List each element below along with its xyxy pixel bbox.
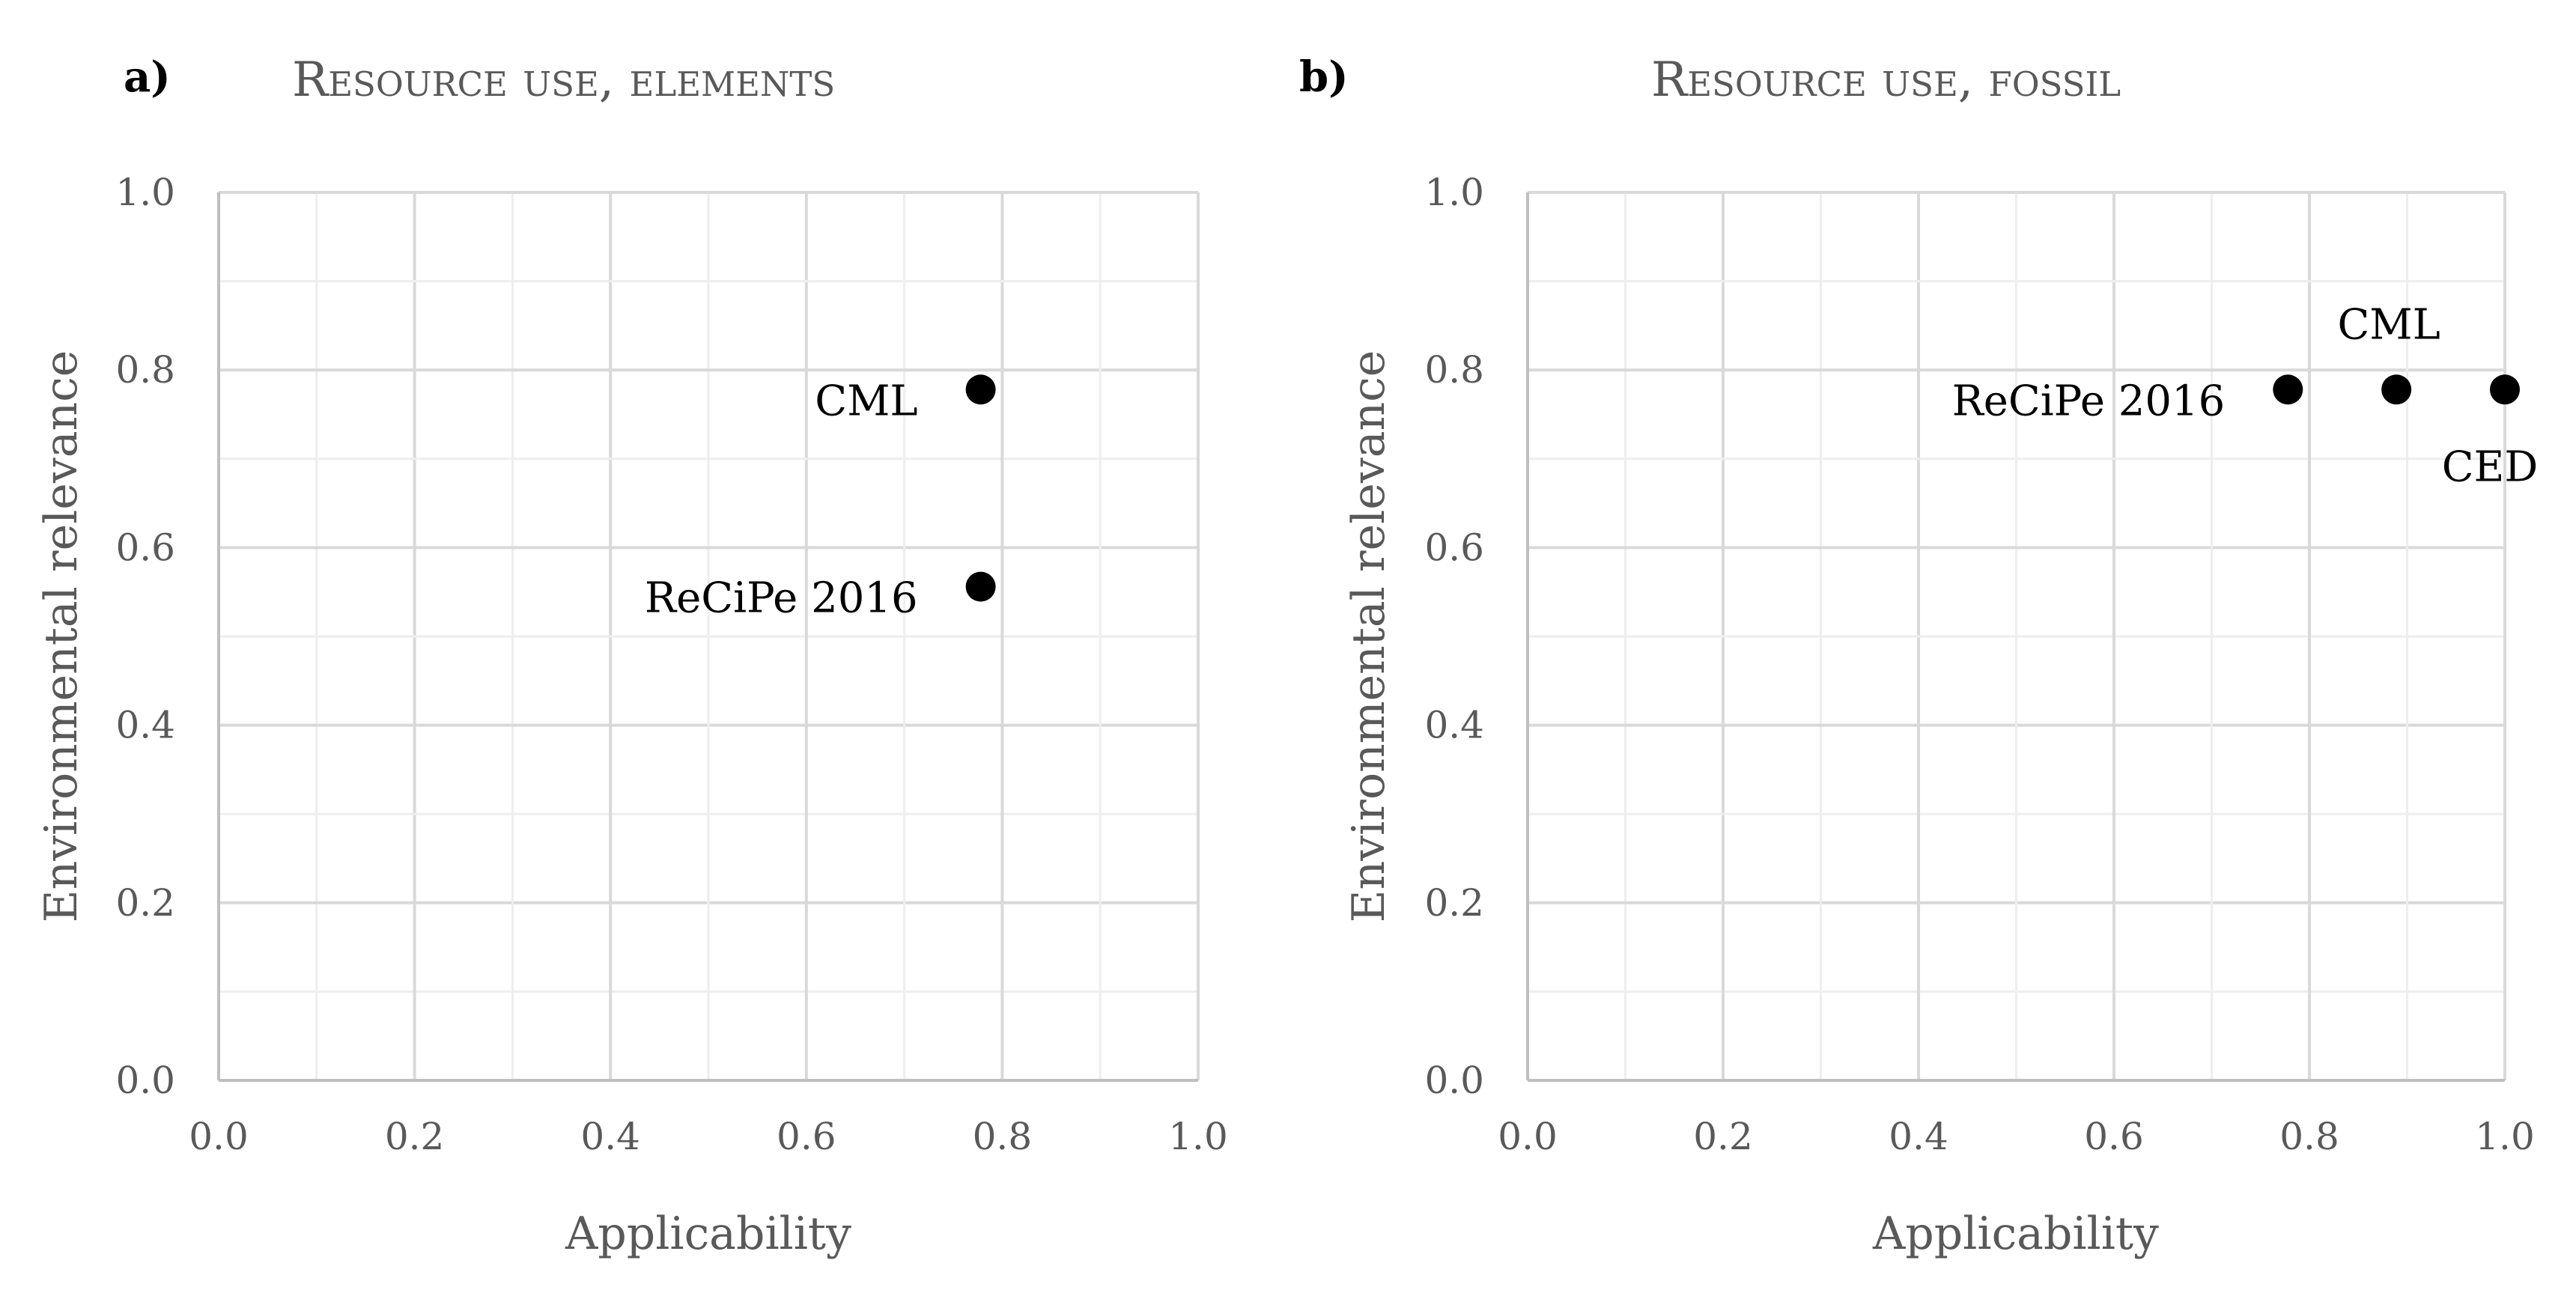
data-points: CML ReCiPe 2016 — [645, 374, 996, 623]
tick-labels: 0.0 0.2 0.4 0.6 0.8 1.0 0.0 0.2 0.4 0.6 0.8 1.0 — [1424, 171, 2534, 1158]
grid — [219, 191, 1200, 1080]
y-tick-label: 0.0 — [1424, 1059, 1484, 1102]
x-tick-label: 0.2 — [1693, 1115, 1753, 1158]
x-tick-label: 0.4 — [580, 1115, 640, 1158]
panel-b: b) Resource use, fossil 0.0 0.2 0.4 0.6 0.8 1… — [1299, 52, 2538, 1260]
data-point — [965, 374, 996, 405]
y-tick-label: 0.6 — [1424, 526, 1484, 569]
data-label: ReCiPe 2016 — [1952, 377, 2226, 425]
x-tick-label: 0.0 — [189, 1115, 249, 1158]
data-label: CML — [2337, 300, 2440, 349]
data-point — [2381, 374, 2412, 405]
x-tick-label: 0.8 — [2279, 1115, 2339, 1158]
y-tick-label: 0.2 — [1424, 881, 1484, 925]
y-tick-label: 0.8 — [115, 348, 175, 392]
y-tick-label: 1.0 — [1424, 171, 1484, 214]
x-tick-label: 0.2 — [385, 1115, 445, 1158]
x-tick-label: 1.0 — [2475, 1115, 2535, 1158]
data-points: ReCiPe 2016 CML CED — [1952, 300, 2539, 491]
y-axis-label: Environmental relevance — [1343, 350, 1395, 922]
axes — [1526, 192, 2505, 1082]
panel-letter: b) — [1299, 52, 1349, 102]
y-tick-label: 0.4 — [115, 704, 175, 747]
x-axis-label: Applicability — [1872, 1208, 2159, 1260]
axes — [217, 192, 1198, 1082]
data-label: ReCiPe 2016 — [645, 574, 918, 623]
panel-a: a) Resource use, elements 0.0 0.2 0.4 0.6 0.… — [35, 52, 1228, 1260]
y-tick-label: 0.6 — [115, 526, 175, 569]
x-tick-label: 0.4 — [1889, 1115, 1948, 1158]
y-tick-label: 1.0 — [115, 171, 175, 214]
chart-title: Resource use, fossil — [1651, 52, 2121, 108]
y-tick-label: 0.4 — [1424, 704, 1484, 747]
y-tick-label: 0.2 — [115, 881, 175, 925]
x-axis-label: Applicability — [565, 1208, 851, 1260]
x-tick-label: 1.0 — [1168, 1115, 1228, 1158]
data-point — [2490, 374, 2520, 405]
y-tick-label: 0.8 — [1424, 348, 1484, 392]
chart-title: Resource use, elements — [292, 52, 835, 108]
data-point — [965, 571, 996, 602]
tick-labels: 0.0 0.2 0.4 0.6 0.8 1.0 0.0 0.2 0.4 0.6 0.8 1.0 — [115, 171, 1227, 1158]
x-tick-label: 0.0 — [1498, 1115, 1558, 1158]
y-tick-label: 0.0 — [115, 1059, 175, 1102]
x-tick-label: 0.8 — [973, 1115, 1033, 1158]
data-label: CED — [2442, 442, 2539, 491]
data-label: CML — [815, 377, 917, 425]
y-axis-label: Environmental relevance — [35, 350, 88, 922]
x-tick-label: 0.6 — [777, 1115, 836, 1158]
data-point — [2273, 374, 2303, 405]
x-tick-label: 0.6 — [2084, 1115, 2144, 1158]
grid — [1528, 191, 2506, 1080]
panel-letter: a) — [124, 52, 171, 102]
